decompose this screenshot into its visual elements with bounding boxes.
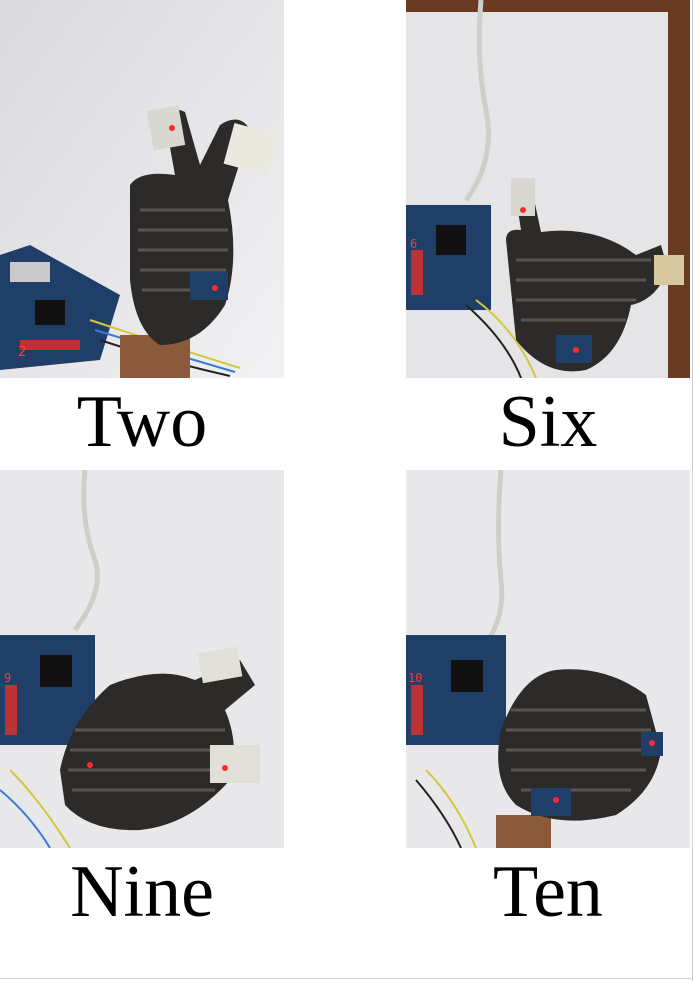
caption-six: Six <box>498 381 598 463</box>
caption-nine: Nine <box>70 851 214 933</box>
seven-seg-display: 9 <box>4 671 11 685</box>
caption-two: Two <box>76 381 208 463</box>
sensor-module-icon <box>87 646 260 783</box>
seven-seg-display: 6 <box>410 237 417 251</box>
fpga-board-icon: 6 <box>406 205 491 310</box>
sensor-module-icon <box>146 105 278 300</box>
photo-two: 2 <box>0 0 284 378</box>
sensor-module-icon <box>511 178 684 363</box>
caption-ten: Ten <box>493 851 603 933</box>
photo-ten: 10 <box>406 470 690 848</box>
fpga-board-icon: 2 <box>0 245 120 370</box>
seven-seg-display: 10 <box>408 671 422 685</box>
glove-icon <box>498 669 661 821</box>
glove-gesture-two-image: 2 <box>0 0 284 378</box>
usb-cable-icon <box>463 0 491 202</box>
photo-nine: 9 <box>0 470 284 848</box>
glove-gesture-six-image: 6 <box>406 0 690 378</box>
photo-six: 6 <box>406 0 690 378</box>
fpga-board-icon: 10 <box>406 635 506 745</box>
glove-icon <box>506 180 668 372</box>
usb-cable-icon <box>72 470 100 632</box>
usb-cable-icon <box>479 470 505 652</box>
seven-seg-display: 2 <box>18 344 26 360</box>
glove-icon <box>60 660 255 831</box>
page-border-bottom <box>0 978 693 979</box>
glove-gesture-nine-image: 9 <box>0 470 284 848</box>
sensor-module-icon <box>531 732 663 816</box>
glove-gesture-ten-image: 10 <box>406 470 690 848</box>
